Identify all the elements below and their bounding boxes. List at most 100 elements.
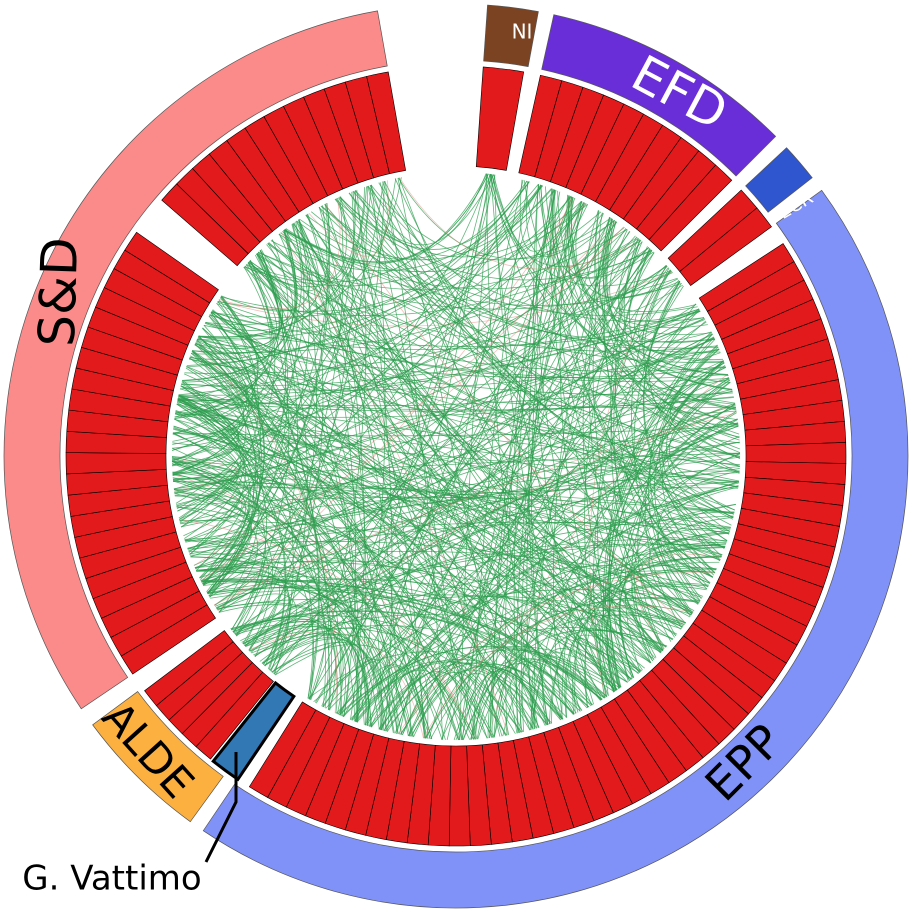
node <box>124 231 219 304</box>
edge <box>172 461 239 507</box>
edge <box>339 204 589 716</box>
edge <box>172 476 238 490</box>
edge <box>399 177 642 270</box>
edge <box>669 366 740 444</box>
edge <box>201 247 650 583</box>
group-arc <box>745 147 813 213</box>
edge <box>172 433 516 734</box>
edge <box>195 343 730 532</box>
edge <box>173 489 356 722</box>
edge <box>631 267 699 605</box>
edge <box>179 388 711 584</box>
edge <box>180 195 572 528</box>
edges <box>171 173 741 741</box>
edge <box>199 173 491 579</box>
node <box>448 745 471 847</box>
edge <box>171 184 542 451</box>
edge <box>173 487 735 514</box>
edge <box>519 252 655 733</box>
edge <box>230 615 548 726</box>
edge <box>355 184 386 722</box>
edge <box>609 229 700 322</box>
edge <box>197 189 556 341</box>
edge <box>582 218 630 682</box>
edge <box>603 218 724 360</box>
edge <box>201 575 628 683</box>
edge <box>324 203 685 626</box>
edge <box>328 485 739 711</box>
edge <box>278 233 656 659</box>
edge <box>643 269 740 467</box>
edge <box>171 228 297 466</box>
edge <box>397 572 715 735</box>
edge <box>219 197 341 310</box>
edge <box>549 556 722 725</box>
edge <box>210 590 608 697</box>
edge <box>336 198 501 737</box>
edge <box>244 595 682 647</box>
edge <box>597 265 667 689</box>
node <box>475 66 525 171</box>
edge <box>172 314 253 476</box>
edge <box>669 379 734 519</box>
edge <box>565 585 707 718</box>
edge <box>652 553 713 588</box>
edge <box>232 594 674 640</box>
group-ring <box>3 4 909 909</box>
edge <box>202 579 603 701</box>
edge <box>175 410 632 680</box>
edge <box>284 174 494 263</box>
edge <box>528 661 575 729</box>
edge <box>659 344 721 562</box>
edge <box>196 339 739 488</box>
edge <box>253 634 474 740</box>
group-arc <box>3 10 388 710</box>
edge <box>198 181 530 338</box>
edge <box>172 432 443 740</box>
nodes <box>65 66 847 847</box>
edge <box>171 461 342 716</box>
edge <box>552 189 675 638</box>
edge <box>369 173 491 727</box>
edge <box>176 403 286 670</box>
edge <box>175 181 384 504</box>
edge <box>259 402 736 662</box>
edge <box>176 403 701 602</box>
edge <box>339 645 618 716</box>
edge <box>631 579 704 648</box>
edge <box>195 568 338 714</box>
edge <box>220 296 319 699</box>
edge <box>178 394 409 737</box>
edge <box>321 205 698 316</box>
edge <box>491 174 672 287</box>
edge <box>206 205 328 594</box>
edge <box>173 489 608 697</box>
edge <box>197 265 277 348</box>
edge <box>242 624 359 723</box>
edge <box>189 358 736 409</box>
edge <box>473 663 583 740</box>
edge <box>530 629 663 731</box>
edge <box>657 511 735 602</box>
edge <box>185 481 739 543</box>
edge <box>648 281 740 473</box>
edge <box>198 335 726 379</box>
edge <box>260 249 383 731</box>
edge <box>649 333 713 602</box>
edge <box>292 223 478 740</box>
edge <box>187 541 703 598</box>
edge <box>200 226 624 581</box>
edge <box>606 504 736 693</box>
edge <box>378 649 620 730</box>
edge <box>209 568 268 606</box>
edge <box>338 646 615 716</box>
node <box>745 442 847 464</box>
edge <box>657 470 740 605</box>
edge <box>624 592 691 653</box>
edge <box>619 252 684 313</box>
edge <box>233 543 726 634</box>
edge <box>489 173 728 542</box>
edge <box>618 236 715 343</box>
edge <box>297 219 503 737</box>
edge <box>196 560 684 628</box>
